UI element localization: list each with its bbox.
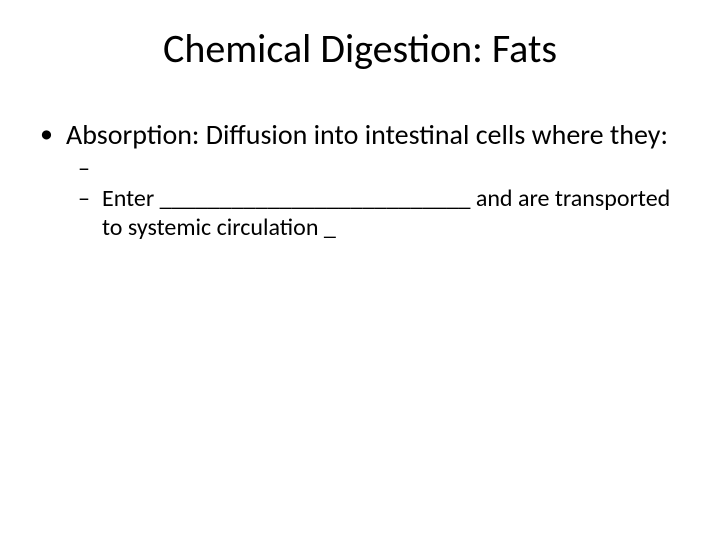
blank-line [38,155,682,183]
bullet-level1: • Absorption: Diffusion into intestinal … [38,118,682,151]
bullet-level1-text: Absorption: Diffusion into intestinal ce… [66,117,668,152]
bullet-dot-icon: • [40,118,53,149]
bullet-dash-icon: – [78,155,90,184]
bullet-level2-enter-text: Enter __________________________ and are… [102,184,670,242]
slide: Chemical Digestion: Fats • Absorption: D… [0,0,720,540]
bullet-dash-icon: – [78,185,90,214]
bullet-level2-enter: – Enter __________________________ and a… [38,185,682,243]
slide-body: • Absorption: Diffusion into intestinal … [38,118,682,243]
slide-title: Chemical Digestion: Fats [0,24,720,73]
